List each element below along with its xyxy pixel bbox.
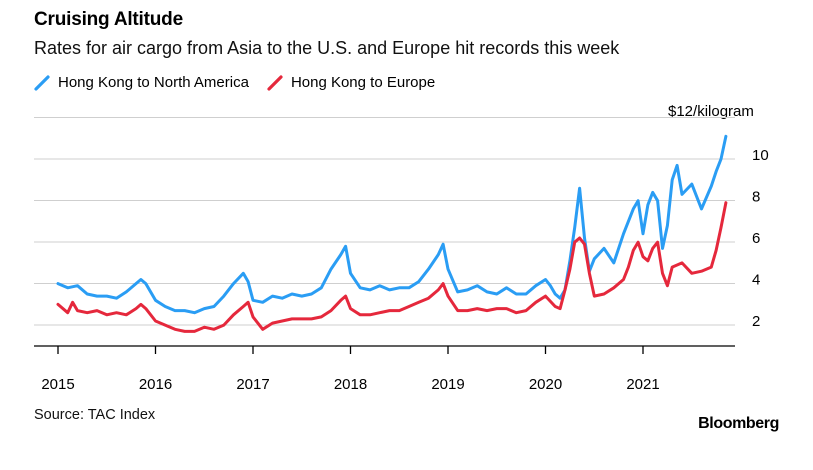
- y-tick-label: 6: [752, 230, 760, 247]
- x-tick-label: 2019: [431, 376, 464, 393]
- source-note: Source: TAC Index: [34, 407, 156, 423]
- y-tick-label: 8: [752, 189, 760, 206]
- chart-subtitle: Rates for air cargo from Asia to the U.S…: [34, 38, 620, 58]
- x-tick-label: 2015: [41, 376, 74, 393]
- legend-item-north-america: Hong Kong to North America: [34, 74, 249, 91]
- legend-label-north-america: Hong Kong to North America: [58, 74, 249, 91]
- y-tick-label: 10: [752, 147, 769, 164]
- legend-item-europe: Hong Kong to Europe: [267, 74, 435, 91]
- legend-swatch-north-america: [34, 74, 50, 91]
- legend-label-europe: Hong Kong to Europe: [290, 74, 436, 91]
- series-line-north-america: [56, 134, 728, 315]
- x-tick-label: 2018: [334, 376, 367, 393]
- x-tick-label: 2021: [626, 376, 659, 393]
- y-tick-label: 4: [752, 272, 760, 289]
- chart-title: Cruising Altitude: [34, 9, 183, 30]
- y-axis-unit-label: $12/kilogram: [668, 103, 754, 120]
- x-tick-label: 2020: [529, 376, 562, 393]
- legend: Hong Kong to North America Hong Kong to …: [34, 74, 435, 91]
- legend-swatch-europe: [267, 74, 283, 91]
- brand-logo: Bloomberg: [698, 415, 779, 432]
- x-tick-label: 2017: [236, 376, 269, 393]
- series-line-europe: [56, 201, 728, 333]
- y-tick-label: 2: [752, 313, 760, 330]
- x-tick-label: 2016: [139, 376, 172, 393]
